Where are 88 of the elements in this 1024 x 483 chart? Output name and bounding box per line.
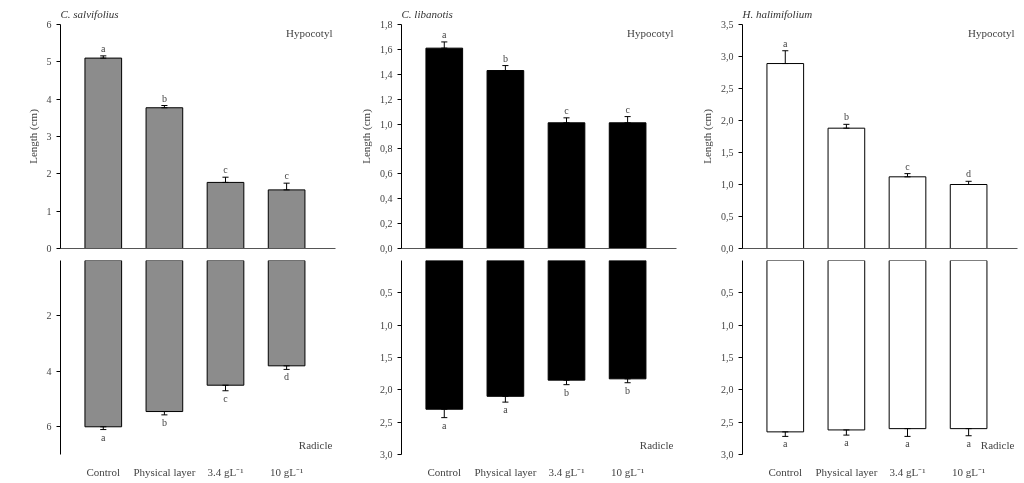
x-tick-label: Control xyxy=(427,465,462,478)
annotation: Hypocotyl xyxy=(286,26,333,39)
y-tick-label: 3,0 xyxy=(721,449,734,460)
annotation: b xyxy=(502,52,508,64)
y-tick-label: 1,8 xyxy=(380,19,393,30)
y-tick-label: 1,0 xyxy=(721,179,734,190)
x-tick-label: Physical layer xyxy=(133,465,196,478)
x-tick-label: 3.4 gL⁻¹ xyxy=(889,465,926,478)
y-axis-title: Length (cm) xyxy=(26,108,40,164)
y-tick-label: 1,6 xyxy=(380,43,393,55)
x-tick-label: Control xyxy=(86,465,121,478)
annotation: b xyxy=(161,92,167,104)
annotation: Radicle xyxy=(298,438,333,451)
x-tick-label: 10 gL⁻¹ xyxy=(951,465,986,478)
y-tick-label: 2,0 xyxy=(721,384,734,396)
x-tick-label: 3.4 gL⁻¹ xyxy=(207,465,244,478)
y-tick-label: 3,5 xyxy=(721,19,734,30)
chart-title: C. salvifolius xyxy=(60,7,119,20)
annotation: a xyxy=(442,419,448,431)
x-tick-label: Physical layer xyxy=(815,465,878,478)
y-tick-label: 2,0 xyxy=(721,115,734,126)
y-tick-label: 2,0 xyxy=(380,384,393,396)
y-tick-label: 3,0 xyxy=(380,449,393,460)
annotation: Hypocotyl xyxy=(968,26,1015,39)
y-tick-label: 1 xyxy=(46,205,52,217)
annotation: c xyxy=(284,170,290,182)
y-tick-label: 0,2 xyxy=(380,218,393,230)
y-tick-label: 1,5 xyxy=(721,147,734,158)
chart-title: C. libanotis xyxy=(401,7,453,20)
y-tick-label: 3 xyxy=(46,131,52,142)
y-axis-title: Length (cm) xyxy=(701,108,714,164)
y-tick-label: 1,0 xyxy=(380,118,393,130)
x-tick-label: 3.4 gL⁻¹ xyxy=(548,465,585,478)
annotation: a xyxy=(101,431,107,443)
annotation: c xyxy=(223,164,229,176)
annotation: a xyxy=(442,28,448,40)
y-tick-label: 1,0 xyxy=(380,319,393,331)
y-tick-label: 2,5 xyxy=(380,416,393,428)
annotation: c xyxy=(223,392,229,404)
annotation: a xyxy=(844,437,850,449)
y-tick-label: 0,0 xyxy=(380,243,393,254)
y-tick-label: 1,0 xyxy=(721,319,734,331)
y-tick-label: 6 xyxy=(46,19,52,30)
y-tick-label: 0 xyxy=(46,243,52,254)
y-tick-label: 1,5 xyxy=(721,352,734,363)
y-tick-label: 0,5 xyxy=(721,211,734,222)
annotation: a xyxy=(905,438,911,450)
y-tick-label: 0,5 xyxy=(721,287,734,299)
chart-title: H. halimifolium xyxy=(741,7,813,20)
annotation: c xyxy=(564,104,570,116)
annotation: a xyxy=(783,37,789,49)
annotation: d xyxy=(966,168,972,180)
annotation: a xyxy=(101,42,107,54)
y-tick-label: 0,0 xyxy=(721,243,734,254)
y-axis-title: Length (cm) xyxy=(360,108,373,164)
y-tick-label: 1,2 xyxy=(380,93,393,105)
y-tick-label: 1,5 xyxy=(380,352,393,363)
x-tick-label: Physical layer xyxy=(474,465,537,478)
annotation: a xyxy=(503,404,509,416)
annotation: Hypocotyl xyxy=(627,26,674,39)
y-tick-label: 0,6 xyxy=(380,168,393,180)
y-tick-label: 6 xyxy=(46,421,52,433)
y-tick-label: 2 xyxy=(46,168,52,180)
y-tick-label: 0,5 xyxy=(380,287,393,299)
annotation: a xyxy=(783,438,789,450)
y-tick-label: 2 xyxy=(46,310,52,322)
annotation: b xyxy=(625,384,631,396)
annotation: b xyxy=(843,111,849,123)
y-tick-label: 0,8 xyxy=(380,143,393,155)
annotation: Radicle xyxy=(980,438,1015,451)
annotation: Radicle xyxy=(639,438,674,451)
annotation: d xyxy=(284,371,290,383)
annotation: c xyxy=(625,103,631,115)
y-tick-label: 2,5 xyxy=(721,416,734,428)
y-tick-label: 4 xyxy=(46,365,52,377)
x-tick-label: Control xyxy=(768,465,803,478)
y-tick-label: 4 xyxy=(46,93,52,105)
y-tick-label: 1,4 xyxy=(380,68,393,80)
annotation: b xyxy=(564,386,569,398)
annotation: c xyxy=(905,160,911,172)
y-tick-label: 3,0 xyxy=(721,51,734,62)
y-tick-label: 2,5 xyxy=(721,83,734,94)
annotation: b xyxy=(161,416,167,428)
x-tick-label: 10 gL⁻¹ xyxy=(610,465,645,478)
x-tick-label: 10 gL⁻¹ xyxy=(269,465,304,478)
y-tick-label: 5 xyxy=(46,56,52,68)
annotation: a xyxy=(966,437,972,449)
y-tick-label: 0,4 xyxy=(380,193,393,205)
